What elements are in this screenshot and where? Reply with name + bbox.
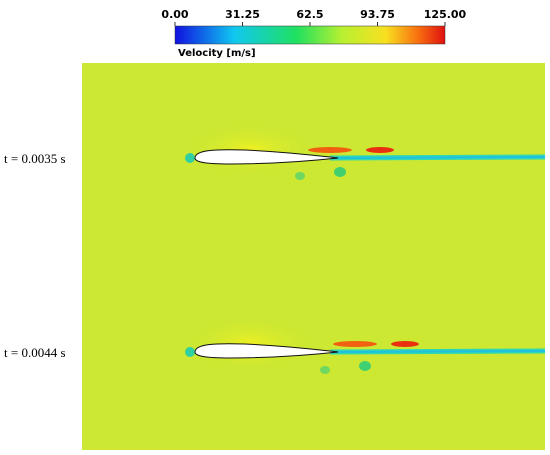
time-label: t = 0.0044 s (4, 345, 66, 360)
colorbar-title: Velocity [m/s] (178, 48, 256, 59)
airfoil (194, 343, 339, 359)
colorbar-tick-label: 125.00 (424, 8, 467, 21)
vortex (391, 341, 419, 347)
vortex (359, 361, 371, 371)
vortex (333, 341, 377, 347)
vortex (320, 366, 330, 374)
colorbar-tick-label: 31.25 (225, 8, 260, 21)
colorbar (174, 25, 446, 45)
wake-core (329, 156, 546, 159)
vortex (295, 172, 305, 180)
colorbar-tick-label: 62.5 (296, 8, 323, 21)
airfoil (194, 149, 339, 165)
colorbar-tick-label: 93.75 (360, 8, 395, 21)
vortex (334, 167, 346, 177)
vortex (366, 147, 394, 153)
stagnation-point (185, 153, 195, 163)
stagnation-point (185, 347, 195, 357)
wake-core (329, 350, 546, 353)
flow-field (82, 63, 545, 450)
colorbar-tick-label: 0.00 (161, 8, 188, 21)
vortex (308, 147, 352, 153)
time-label: t = 0.0035 s (4, 151, 66, 166)
